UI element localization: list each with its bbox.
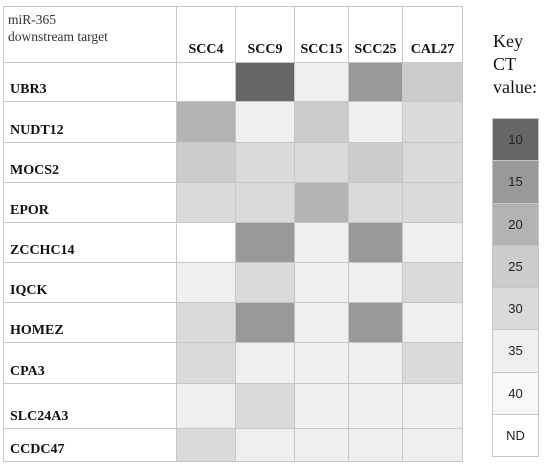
row-label: NUDT12 (3, 101, 177, 143)
heatmap-cell (235, 182, 295, 223)
heatmap-cell (176, 302, 236, 343)
heatmap-cell (294, 62, 349, 102)
row-label: EPOR (3, 182, 177, 223)
heatmap-cell (294, 428, 349, 462)
row-label: UBR3 (3, 62, 177, 102)
heatmap-cell (402, 262, 463, 303)
heatmap-cell (348, 142, 403, 183)
heatmap-cell (235, 342, 295, 384)
legend-swatch: ND (492, 413, 539, 458)
row-label: ZCCHC14 (3, 222, 177, 263)
heatmap-cell (294, 383, 349, 429)
row-label: HOMEZ (3, 302, 177, 343)
heatmap-cell (348, 62, 403, 102)
heatmap-cell (294, 142, 349, 183)
heatmap-cell (294, 222, 349, 263)
corner-label: miR-365 downstream target (3, 6, 177, 63)
legend-swatch: 40 (492, 371, 539, 415)
heatmap-cell (235, 62, 295, 102)
heatmap-cell (402, 342, 463, 384)
heatmap-row: NUDT12 (3, 101, 463, 143)
heatmap-row: MOCS2 (3, 142, 463, 183)
heatmap-cell (348, 428, 403, 462)
heatmap-cell (348, 222, 403, 263)
heatmap-row: SLC24A3 (3, 383, 463, 429)
legend-swatch: 15 (492, 160, 539, 204)
heatmap-row: ZCCHC14 (3, 222, 463, 263)
heatmap-cell (294, 302, 349, 343)
heatmap-cell (176, 101, 236, 143)
heatmap-cell (294, 342, 349, 384)
column-header: CAL27 (402, 6, 463, 63)
heatmap-cell (235, 101, 295, 143)
heatmap-row: EPOR (3, 182, 463, 223)
row-label: IQCK (3, 262, 177, 303)
heatmap-row: CCDC47 (3, 428, 463, 462)
column-header: SCC15 (294, 6, 349, 63)
heatmap-cell (176, 182, 236, 223)
heatmap-cell (348, 383, 403, 429)
heatmap-cell (235, 222, 295, 263)
row-label: CPA3 (3, 342, 177, 384)
heatmap-cell (235, 262, 295, 303)
heatmap-cell (235, 302, 295, 343)
column-header: SCC25 (348, 6, 403, 63)
heatmap-cell (348, 101, 403, 143)
heatmap-cell (235, 142, 295, 183)
heatmap-cell (176, 222, 236, 263)
heatmap-cell (402, 62, 463, 102)
column-header: SCC9 (235, 6, 295, 63)
legend-swatch: 20 (492, 202, 539, 246)
heatmap-cell (176, 383, 236, 429)
row-label: MOCS2 (3, 142, 177, 183)
heatmap-cell (402, 428, 463, 462)
heatmap-row: HOMEZ (3, 302, 463, 343)
legend-swatch: 10 (492, 117, 539, 162)
heatmap-cell (294, 101, 349, 143)
legend-swatch: 35 (492, 329, 539, 373)
heatmap-cell (402, 383, 463, 429)
heatmap-row: CPA3 (3, 342, 463, 384)
legend-swatch: 30 (492, 286, 539, 331)
heatmap-cell (348, 182, 403, 223)
heatmap-cell (402, 182, 463, 223)
heatmap-cell (294, 262, 349, 303)
heatmap-cell (235, 428, 295, 462)
legend-scale: 10 15 20 25 30 35 40 ND (492, 117, 539, 458)
heatmap-row: UBR3 (3, 62, 463, 102)
heatmap-cell (176, 428, 236, 462)
heatmap-cell (348, 262, 403, 303)
legend-title: Key CT value: (493, 31, 537, 97)
column-header: SCC4 (176, 6, 236, 63)
row-label: SLC24A3 (3, 383, 177, 429)
heatmap-cell (235, 383, 295, 429)
heatmap-cell (176, 62, 236, 102)
legend-swatch: 25 (492, 244, 539, 289)
heatmap-cell (348, 302, 403, 343)
heatmap-table: miR-365 downstream target SCC4 SCC9 SCC15… (3, 6, 463, 462)
heatmap-row: IQCK (3, 262, 463, 303)
heatmap-header-row: miR-365 downstream target SCC4 SCC9 SCC15… (3, 6, 463, 63)
heatmap-body: UBR3 NUDT12 MOCS2 EPOR ZCCHC14 IQCK HOMEZ CPA3 S… (3, 62, 463, 462)
heatmap-cell (176, 262, 236, 303)
heatmap-cell (176, 342, 236, 384)
heatmap-cell (402, 302, 463, 343)
heatmap-cell (402, 101, 463, 143)
heatmap-cell (402, 142, 463, 183)
heatmap-cell (402, 222, 463, 263)
row-label: CCDC47 (3, 428, 177, 462)
heatmap-cell (294, 182, 349, 223)
heatmap-cell (348, 342, 403, 384)
heatmap-cell (176, 142, 236, 183)
